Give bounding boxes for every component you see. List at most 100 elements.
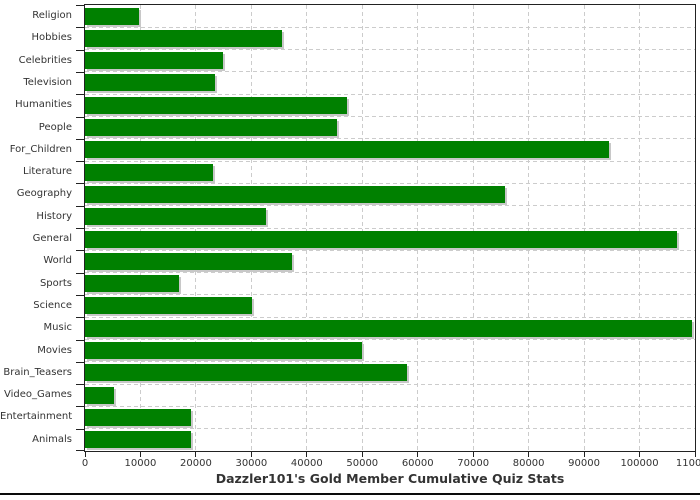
y-label-literature: Literature: [23, 166, 72, 178]
horizontal-gridline: [85, 249, 695, 251]
y-axis-tick: [76, 94, 84, 96]
y-label-brain_teasers: Brain_Teasers: [3, 366, 72, 378]
bar-video_games: [85, 386, 114, 404]
y-label-animals: Animals: [32, 433, 72, 445]
y-axis-tick: [76, 406, 84, 408]
y-label-hobbies: Hobbies: [31, 32, 72, 44]
y-axis-tick: [76, 138, 84, 140]
x-axis-tick: [361, 452, 363, 457]
y-label-video_games: Video_Games: [4, 389, 72, 401]
y-axis-tick: [76, 317, 84, 319]
horizontal-gridline: [85, 93, 695, 95]
horizontal-gridline: [85, 26, 695, 28]
y-label-history: History: [36, 210, 72, 222]
y-label-television: Television: [23, 76, 72, 88]
bar-world: [85, 252, 293, 270]
y-label-religion: Religion: [32, 10, 72, 21]
bar-sports: [85, 275, 180, 293]
x-tick-label-60000: 60000: [401, 458, 434, 469]
horizontal-gridline: [85, 138, 695, 140]
chart-title: Dazzler101's Gold Member Cumulative Quiz…: [215, 471, 565, 486]
x-axis-tick: [306, 452, 308, 457]
x-tick-label-40000: 40000: [290, 458, 323, 469]
horizontal-gridline: [85, 383, 695, 385]
x-axis-tick: [472, 452, 474, 457]
bar-hobbies: [85, 29, 282, 47]
horizontal-gridline: [85, 160, 695, 162]
horizontal-gridline: [85, 361, 695, 363]
bar-television: [85, 74, 215, 92]
x-axis-tick: [528, 452, 530, 457]
bar-music: [85, 319, 692, 337]
horizontal-gridline: [85, 316, 695, 318]
y-axis-tick: [76, 361, 84, 363]
horizontal-gridline: [85, 182, 695, 184]
y-axis-tick: [76, 183, 84, 185]
bar-science: [85, 297, 252, 315]
x-tick-label-30000: 30000: [235, 458, 268, 469]
bar-brain_teasers: [85, 364, 407, 382]
x-axis-tick: [250, 452, 252, 457]
horizontal-gridline: [85, 205, 695, 207]
y-axis-tick: [76, 384, 84, 386]
y-axis-tick: [76, 161, 84, 163]
bar-entertainment: [85, 408, 192, 426]
x-tick-label-70000: 70000: [457, 458, 490, 469]
horizontal-gridline: [85, 405, 695, 407]
horizontal-gridline: [85, 49, 695, 51]
bar-religion: [85, 7, 140, 25]
y-axis-tick: [76, 116, 84, 118]
y-axis-tick: [76, 49, 84, 51]
y-label-people: People: [38, 121, 72, 133]
y-axis-tick: [76, 27, 84, 29]
x-tick-label-110000: 110000: [675, 458, 700, 469]
horizontal-gridline: [85, 339, 695, 340]
y-axis-tick: [76, 71, 84, 73]
x-axis-tick: [139, 452, 141, 457]
horizontal-gridline: [85, 71, 695, 73]
horizontal-gridline: [85, 272, 695, 274]
y-label-celebrities: Celebrities: [18, 54, 72, 66]
y-label-humanities: Humanities: [15, 99, 72, 111]
y-label-movies: Movies: [37, 344, 72, 356]
y-axis-tick: [76, 205, 84, 207]
y-axis-tick: [76, 272, 84, 274]
plot-area: [84, 4, 696, 452]
horizontal-gridline: [85, 294, 695, 296]
x-tick-label-90000: 90000: [568, 458, 600, 469]
x-tick-label-50000: 50000: [346, 458, 379, 469]
x-axis-tick: [639, 452, 641, 457]
y-label-general: General: [32, 233, 72, 244]
y-axis-tick: [76, 428, 84, 430]
y-label-music: Music: [43, 322, 72, 334]
y-axis-tick: [76, 250, 84, 252]
horizontal-gridline: [85, 227, 695, 229]
bar-celebrities: [85, 52, 224, 70]
y-label-world: World: [43, 255, 72, 267]
y-axis-tick: [76, 5, 84, 6]
bar-general: [85, 230, 678, 248]
y-label-geography: Geography: [16, 188, 72, 200]
x-axis-tick: [195, 452, 197, 457]
bar-people: [85, 119, 338, 136]
y-axis-tick: [76, 228, 84, 229]
y-label-science: Science: [33, 299, 72, 311]
bar-animals: [85, 431, 192, 449]
x-tick-label-100000: 100000: [620, 458, 659, 469]
horizontal-gridline: [85, 428, 695, 430]
x-tick-label-20000: 20000: [180, 458, 212, 469]
x-axis-tick: [694, 452, 696, 457]
x-axis-tick: [583, 452, 585, 457]
x-tick-label-0: 0: [81, 458, 89, 469]
y-axis-tick: [76, 450, 84, 451]
bottom-rule: [0, 493, 700, 495]
x-tick-label-10000: 10000: [124, 458, 157, 469]
y-label-entertainment: Entertainment: [0, 411, 73, 423]
x-axis-tick: [417, 452, 419, 457]
horizontal-gridline: [85, 116, 695, 117]
y-label-sports: Sports: [39, 277, 72, 289]
bar-humanities: [85, 96, 348, 114]
y-axis-tick: [76, 339, 84, 341]
bar-history: [85, 208, 266, 226]
